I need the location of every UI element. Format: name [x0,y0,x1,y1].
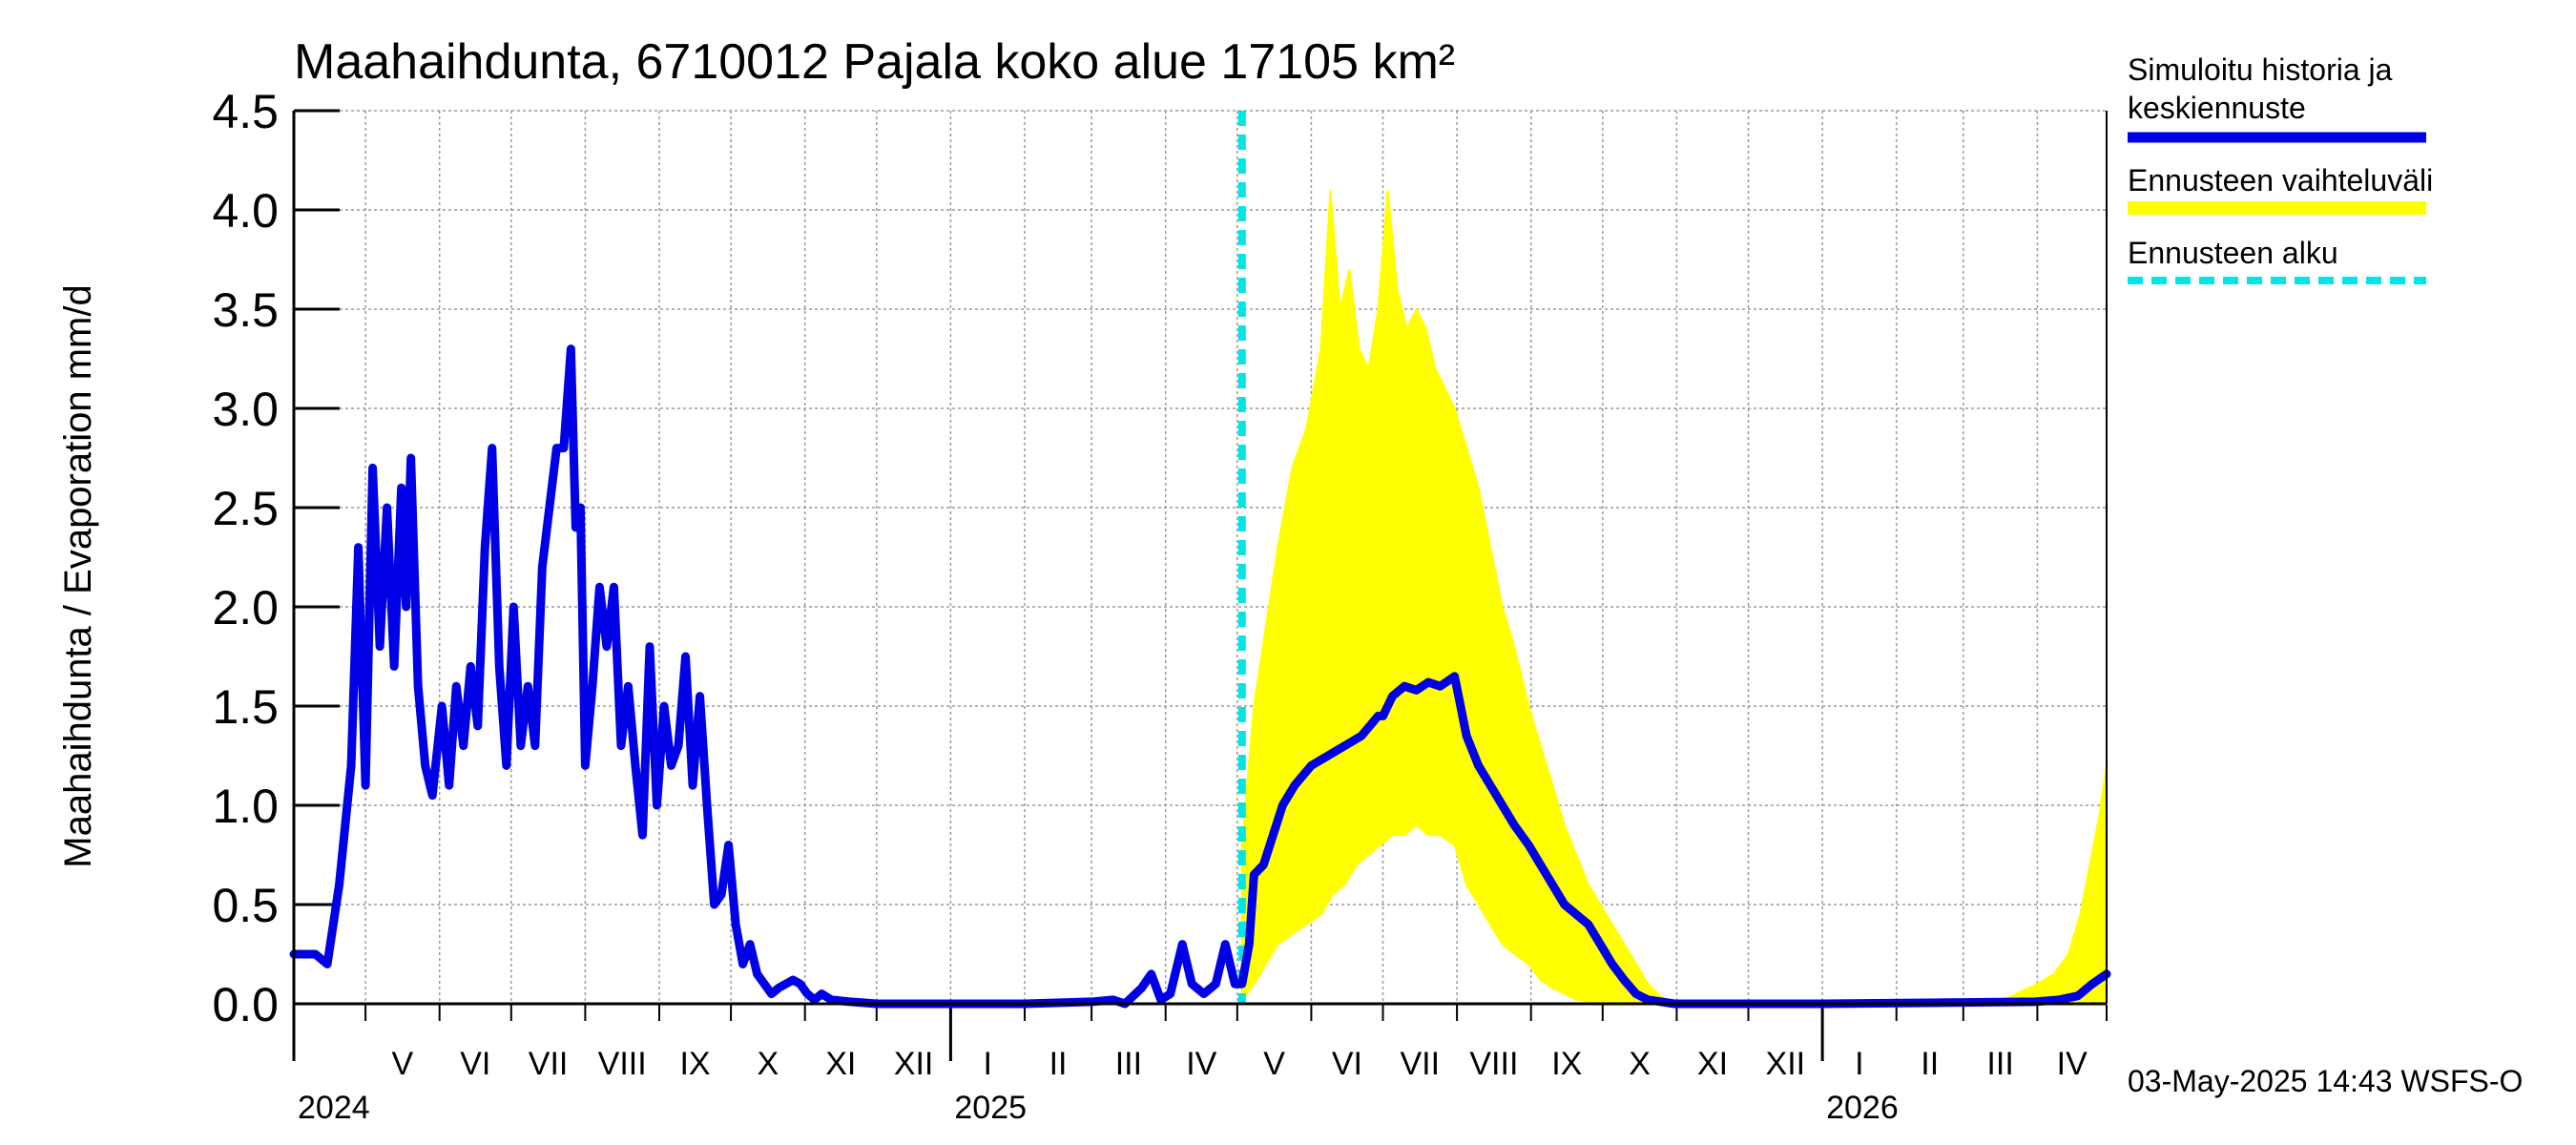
x-month-label: V [1263,1046,1285,1082]
x-year-label: 2025 [954,1090,1027,1126]
x-year-labels: 2024 2025 2026 [298,1090,1899,1126]
x-year-label: 2024 [298,1090,370,1126]
x-month-label: XII [1766,1046,1806,1082]
x-year-label: 2026 [1826,1090,1899,1126]
x-month-label: I [983,1046,991,1082]
x-month-label: II [1921,1046,1939,1082]
x-month-label: I [1855,1046,1863,1082]
x-month-label: III [1986,1046,2013,1082]
axes-layer [292,111,2108,1006]
x-month-label: VIII [1469,1046,1518,1082]
y-tick-label: 2.0 [212,581,279,635]
x-month-label: VIII [598,1046,647,1082]
x-month-label: VII [1401,1046,1441,1082]
grid-lines [292,109,2108,1061]
x-month-label: XI [1697,1046,1728,1082]
y-tick-label: 2.5 [212,482,279,535]
x-month-label: V [392,1046,414,1082]
x-month-label: IV [2057,1046,2088,1082]
x-month-label: IX [1551,1046,1582,1082]
legend-history-label-1: Simuloitu historia ja [2128,52,2393,87]
legend-history-label-2: keskiennuste [2128,91,2306,125]
x-month-label: X [1629,1046,1651,1082]
legend-range-label: Ennusteen vaihteluväli [2128,163,2433,198]
history-line-layer [289,344,2111,1009]
x-month-labels: V VI VII VIII IX X XI XII I II III IV V VI VII VIII IX X X… [392,1046,2088,1082]
y-tick-label: 4.0 [212,184,279,238]
x-month-label: IX [679,1046,710,1082]
legend: Simuloitu historia ja keskiennuste Ennus… [2128,52,2433,284]
y-axis-label: Maahaihdunta / Evaporation mm/d [57,284,99,867]
y-tick-label: 1.5 [212,680,279,734]
x-month-label: II [1049,1046,1068,1082]
history-series-line [289,344,2111,1009]
y-tick-label: 0.0 [212,978,279,1031]
x-month-label: VII [529,1046,569,1082]
x-month-label: IV [1186,1046,1216,1082]
y-tick-labels: 0.0 0.5 1.0 1.5 2.0 2.5 3.0 3.5 4.0 4.5 [212,85,279,1031]
y-tick-label: 0.5 [212,879,279,932]
y-tick-label: 4.5 [212,85,279,138]
y-tick-label: 3.0 [212,383,279,436]
x-month-label: XI [825,1046,856,1082]
y-tick-label: 1.0 [212,780,279,833]
legend-start-label: Ennusteen alku [2128,236,2338,270]
forecast-range-layer [1240,190,2108,1005]
x-month-label: XII [894,1046,934,1082]
y-tick-label: 3.5 [212,283,279,337]
x-month-label: VI [1332,1046,1362,1082]
footer-timestamp: 03-May-2025 14:43 WSFS-O [2128,1064,2523,1098]
chart-title: Maahaihdunta, 6710012 Pajala koko alue 1… [294,34,1455,90]
forecast-range-area [1240,190,2108,1005]
x-month-label: X [758,1046,779,1082]
x-month-label: III [1115,1046,1142,1082]
x-month-label: VI [460,1046,490,1082]
